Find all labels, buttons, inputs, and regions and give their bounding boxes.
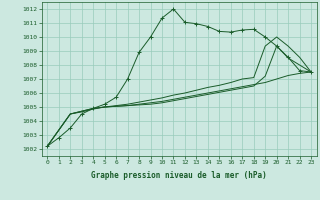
X-axis label: Graphe pression niveau de la mer (hPa): Graphe pression niveau de la mer (hPa) xyxy=(91,171,267,180)
